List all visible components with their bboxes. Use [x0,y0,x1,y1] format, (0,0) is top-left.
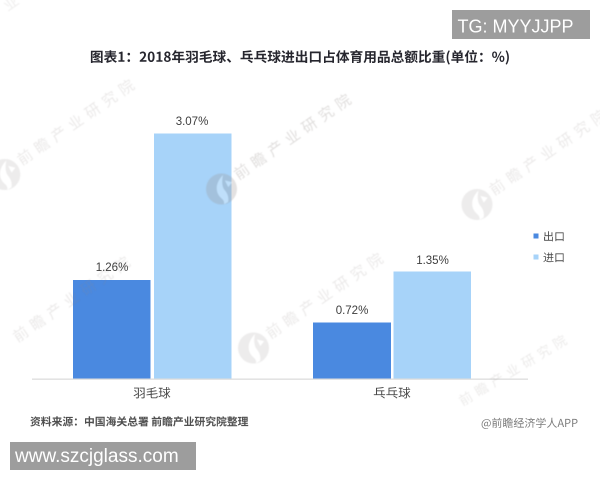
svg-text:TG: MYYJJPP: TG: MYYJJPP [458,17,574,37]
svg-text:1.35%: 1.35% [416,255,449,267]
svg-text:1.26%: 1.26% [96,262,129,274]
svg-text:www.szcjglass.com: www.szcjglass.com [14,446,179,467]
svg-text:0.72%: 0.72% [336,305,369,317]
svg-text:3.07%: 3.07% [176,116,209,128]
